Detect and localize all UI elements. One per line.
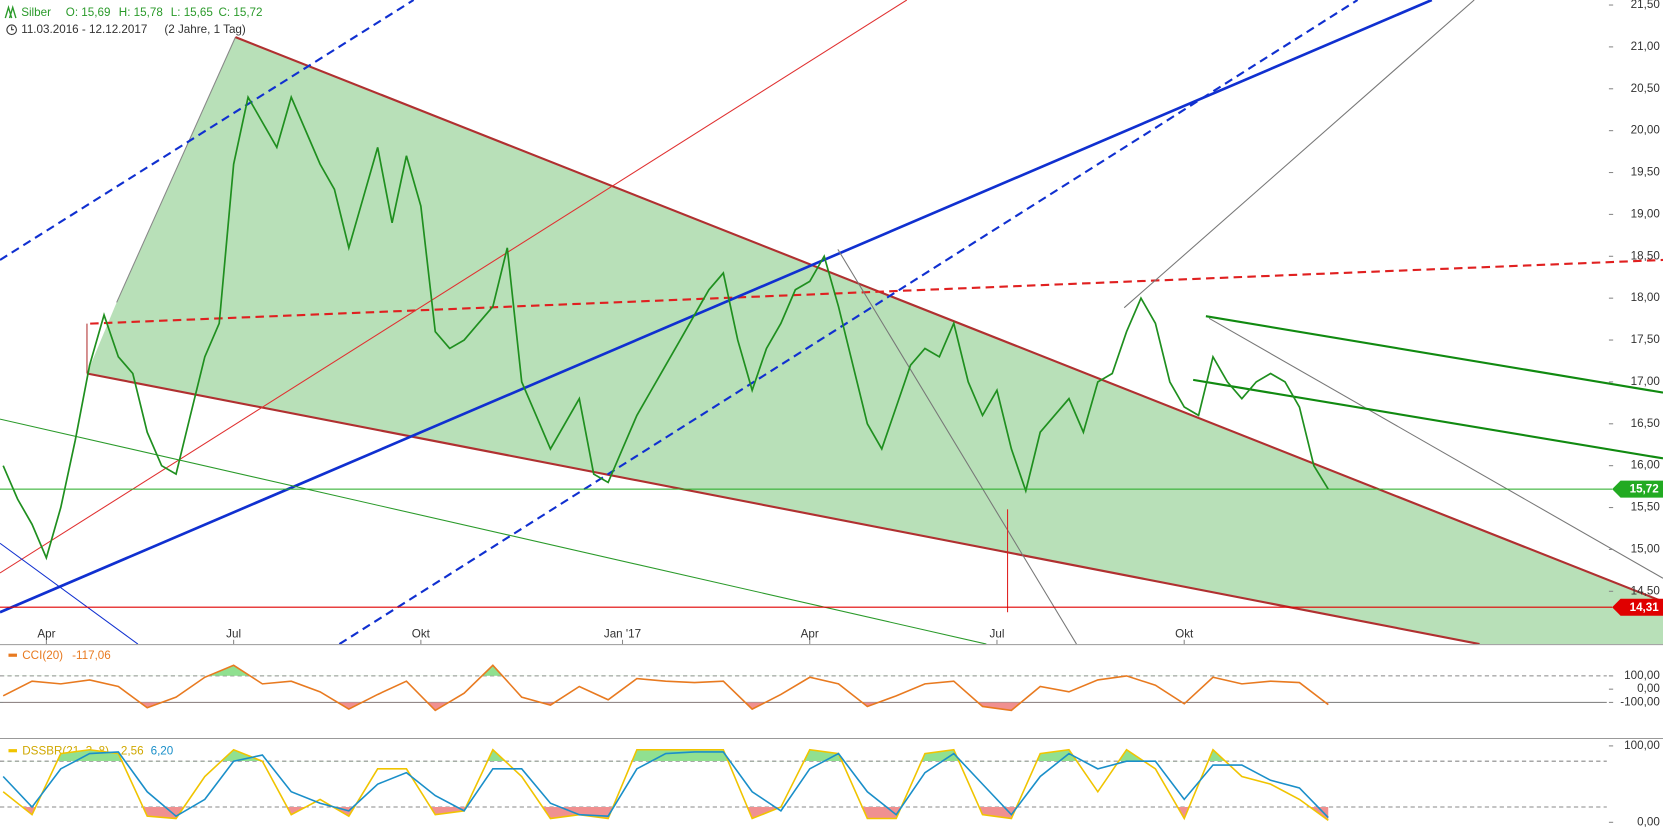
trend-line — [235, 36, 1663, 603]
x-tick-label: Okt — [1175, 628, 1194, 641]
x-tick-label: Okt — [412, 628, 431, 641]
legend-swatch — [8, 653, 17, 657]
y-tick-label: 0,00 — [1637, 682, 1660, 695]
price-badge — [1612, 598, 1663, 616]
y-tick-label: 16,00 — [1631, 459, 1661, 472]
trend-line — [837, 249, 1077, 645]
y-tick-label: 20,50 — [1631, 82, 1661, 95]
legend-swatch — [8, 749, 17, 753]
triangle-zone — [86, 37, 1663, 645]
level-fill — [3, 702, 1329, 711]
indicator-value: -117,06 — [72, 649, 111, 662]
x-tick-label: Apr — [37, 628, 55, 641]
y-tick-label: 18,00 — [1631, 291, 1661, 304]
ohlc: L: 15,65 — [171, 6, 213, 19]
y-tick-label: -100,00 — [1620, 696, 1660, 709]
price-badge-label: 14,31 — [1630, 601, 1660, 614]
y-tick-label: 16,50 — [1631, 417, 1661, 430]
y-tick-label: 15,50 — [1631, 501, 1661, 514]
instrument-icon — [4, 5, 17, 19]
y-tick-label: 20,00 — [1631, 124, 1661, 137]
trend-line — [1123, 0, 1475, 309]
indicator-title: CCI(20) — [22, 649, 63, 662]
y-tick-label: 100,00 — [1624, 669, 1660, 682]
trend-line — [116, 36, 236, 303]
y-tick-label: 17,50 — [1631, 333, 1661, 346]
line-series — [2, 94, 1330, 561]
x-tick-label: Jul — [226, 628, 241, 641]
level-fill — [3, 749, 1329, 762]
date-range: 11.03.2016 - 12.12.2017 — [21, 23, 147, 36]
ohlc: C: 15,72 — [218, 6, 262, 19]
trend-line — [0, 0, 908, 574]
trend-line — [0, 418, 987, 645]
x-tick-label: Jan '17 — [604, 628, 641, 641]
indicator-value: 6,20 — [151, 744, 174, 757]
trend-line — [0, 0, 415, 261]
y-tick-label: 19,00 — [1631, 207, 1661, 220]
y-tick-label: 18,50 — [1631, 249, 1661, 262]
x-tick-label: Jul — [990, 628, 1005, 641]
y-tick-label: 21,50 — [1631, 0, 1661, 11]
y-tick-label: 19,50 — [1631, 166, 1661, 179]
trend-line — [338, 0, 1359, 645]
trend-line — [1205, 315, 1663, 394]
period: (2 Jahre, 1 Tag) — [164, 23, 246, 36]
line-series — [2, 748, 1329, 821]
trend-line — [0, 0, 1433, 614]
instrument: Silber — [21, 6, 51, 19]
clock-icon — [11, 26, 14, 31]
y-tick-label: 14,50 — [1631, 584, 1661, 597]
y-tick-label: 21,00 — [1631, 40, 1661, 53]
level-fill — [3, 665, 1329, 676]
drawings — [0, 0, 1663, 645]
level-fill — [3, 807, 1329, 821]
line-series — [2, 664, 1329, 712]
y-tick-label: 100,00 — [1624, 739, 1660, 752]
trend-line — [86, 372, 1480, 645]
trend-line — [90, 258, 1663, 325]
clock-icon — [6, 24, 17, 36]
price-badge-label: 15,72 — [1630, 483, 1660, 496]
y-tick-label: 15,00 — [1631, 543, 1661, 556]
y-tick-label: 0,00 — [1637, 815, 1660, 828]
trend-line — [1208, 317, 1663, 579]
x-tick-label: Apr — [801, 628, 819, 641]
trend-line — [0, 542, 139, 645]
ohlc: H: 15,78 — [119, 6, 163, 19]
header: Silber O: 15,69 H: 15,78 L: 15,65 C: 15,… — [4, 5, 263, 36]
ohlc: O: 15,69 — [66, 6, 111, 19]
price-badge — [1612, 480, 1663, 498]
indicator-value: 2,56 — [121, 744, 144, 757]
y-tick-label: 17,00 — [1631, 375, 1661, 388]
trend-line — [1192, 378, 1663, 460]
line-series — [2, 751, 1329, 819]
